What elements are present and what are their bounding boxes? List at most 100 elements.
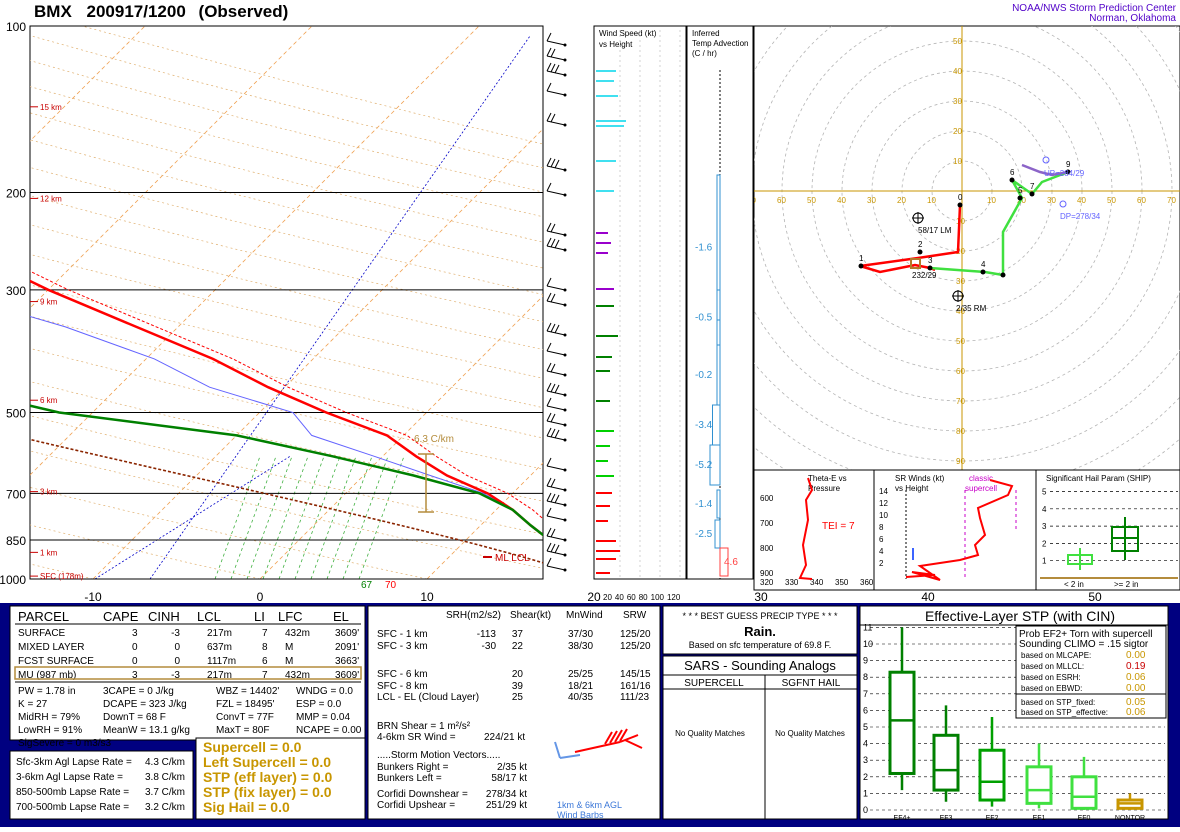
parcel-header: LFC [278, 609, 303, 624]
index-value: 3CAPE = 0 J/kg [103, 686, 174, 697]
wind-barb [546, 47, 567, 62]
sr46-value: 224/21 kt [484, 732, 525, 743]
lapse-rate-value: 3.7 C/km [145, 787, 185, 798]
temp-adv-box [716, 174, 721, 321]
theta-title: Theta-E vs Pressure [808, 474, 847, 493]
stp-box [932, 705, 960, 802]
sars-hail-none: No Quality Matches [775, 729, 845, 738]
wind-barb [546, 382, 567, 397]
wind-barb [546, 237, 567, 252]
stp-y-tick: 2 [863, 772, 868, 782]
parcel-cell: 0 [174, 656, 180, 667]
index-value: MidRH = 79% [18, 712, 80, 723]
stp-title: Effective-Layer STP (with CIN) [925, 608, 1115, 624]
temp-adv-box [714, 519, 721, 549]
theta-x-tick: 360 [860, 578, 874, 587]
parcel-cell: MIXED LAYER [18, 642, 85, 653]
pressure-label: 300 [6, 284, 26, 298]
svg-text:125/20: 125/20 [620, 629, 651, 640]
wind-speed-bar [596, 475, 614, 477]
parcel-cell: 637m [207, 642, 232, 653]
barb-legend-2: Wind Barbs [557, 810, 604, 820]
stp-based-label: based on STP_fixed: [1021, 698, 1095, 707]
hodo-ring-label: 50 [956, 337, 965, 346]
wind-speed-bar [596, 558, 616, 560]
hodo-ring-label: 30 [956, 277, 965, 286]
sfc-temp-label: 70 [385, 580, 397, 591]
hodo-height-label: 3 [928, 256, 933, 265]
parcel-cell: 3663' [335, 656, 359, 667]
wind-barb [546, 277, 567, 292]
hodo-ring-label: 30 [867, 196, 876, 205]
lapse-rate-label: 6.3 C/km [414, 434, 454, 445]
index-value: MMP = 0.04 [296, 712, 350, 723]
barb-legend-1: 1km & 6km AGL [557, 800, 622, 810]
composite-index: Supercell = 0.0 [203, 739, 302, 755]
ship-x-large: >= 2 in [1114, 580, 1138, 589]
classic-supercell-label: classic supercell [965, 474, 997, 493]
stp-category: EF4+ [894, 815, 911, 822]
wind-barb [546, 492, 567, 507]
temp-adv-value: 4.6 [724, 557, 738, 568]
wind-barb [546, 112, 567, 127]
temp-tick-label: 50 [1088, 590, 1102, 604]
wind-speed-panel: Wind Speed (kt) vs Height 20 40 60 80 100 120 [593, 25, 687, 602]
parcel-cell: MU (987 mb) [18, 670, 76, 681]
motion-value: 2/35 kt [497, 762, 527, 773]
parcel-cell: 2091' [335, 642, 359, 653]
svg-text:-113: -113 [477, 629, 497, 640]
kin-header: MnWind [566, 610, 603, 621]
kin-row: SFC - 1 km -113 37 37/30 125/20 [377, 629, 651, 640]
station-title: BMX 200917/1200 (Observed) [34, 2, 288, 21]
wind-speed-bar [596, 80, 614, 82]
temp-tick-label: 20 [587, 590, 601, 604]
pressure-label: 100 [6, 20, 26, 34]
precip-title: * * * BEST GUESS PRECIP TYPE * * * [682, 611, 838, 621]
hodo-ring-label: 60 [1137, 196, 1146, 205]
wind-speed-bar [596, 572, 610, 574]
stp-prob-line2: Sounding CLIMO = .15 sigtor [1019, 639, 1149, 650]
srwind-title: SR Winds (kt) vs Height [895, 474, 945, 493]
ship-y-tick: 3 [1042, 522, 1047, 531]
index-value: SigSevere = 0 m3/s3 [18, 738, 112, 749]
hodo-trace-low [859, 204, 962, 274]
kin-row: SFC - 8 km 39 18/21 161/16 [377, 681, 651, 692]
kin-header: SRW [623, 610, 647, 621]
parcel-header: LCL [197, 609, 221, 624]
composite-index: Left Supercell = 0.0 [203, 754, 331, 770]
pressure-label: 1000 [0, 573, 26, 587]
hodo-lm-label: 58/17 LM [918, 226, 952, 235]
wind-barb [546, 412, 567, 427]
ship-x-small: < 2 in [1064, 580, 1084, 589]
wind-barb [546, 527, 567, 542]
composite-index: Sig Hail = 0.0 [203, 799, 290, 815]
lapse-rate-label: 850-500mb Lapse Rate = [16, 787, 129, 798]
wind-barb [546, 292, 567, 307]
wind-speed-bar [596, 305, 614, 307]
hodo-ring-label: 40 [837, 196, 846, 205]
stp-category: EF0 [1078, 815, 1091, 822]
temp-adv-value: -0.5 [695, 313, 713, 324]
hodo-ring-label: 30 [953, 97, 962, 106]
stp-based-value: 0.19 [1126, 661, 1146, 672]
wind-barb [546, 397, 567, 412]
hodo-ring-label: 10 [956, 217, 965, 226]
parcel-cell: 0 [174, 642, 180, 653]
parcel-cell: 3609' [335, 670, 359, 681]
wind-barb [546, 82, 567, 97]
parcel-cell: 217m [207, 670, 232, 681]
hodo-ring-label: 10 [953, 157, 962, 166]
hodo-ring-label: 40 [953, 67, 962, 76]
motion-label: Bunkers Left = [377, 773, 442, 784]
wind-speed-bar [596, 400, 610, 402]
stp-based-label: based on EBWD: [1021, 684, 1082, 693]
parcel-header: CAPE [103, 609, 139, 624]
hodo-up-label: UP=284/29 [1044, 169, 1085, 178]
svg-text:145/15: 145/15 [620, 669, 651, 680]
index-value: DCAPE = 323 J/kg [103, 699, 187, 710]
kin-row: SFC - 3 km -30 22 38/30 125/20 [377, 641, 651, 652]
parcel-cell: 3 [132, 628, 138, 639]
wind-barb [546, 32, 567, 47]
pressure-label: 850 [6, 534, 26, 548]
